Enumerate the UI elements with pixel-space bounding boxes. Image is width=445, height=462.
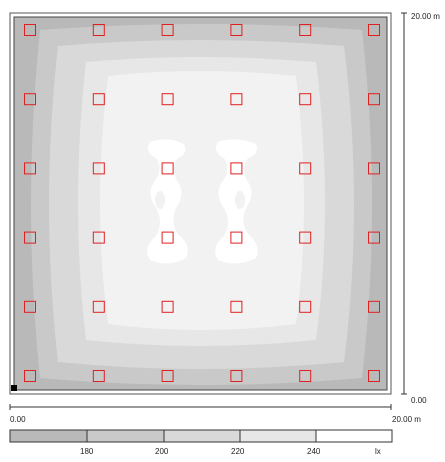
luminaire-marker (92, 231, 105, 244)
luminaire-marker (299, 300, 312, 313)
origin-marker (11, 385, 17, 391)
legend-tick-180: 180 (80, 447, 94, 456)
y-axis-top-label: 20.00 m (411, 12, 440, 21)
luminaire-marker (230, 231, 243, 244)
luminaire-marker (161, 24, 174, 36)
luminaire-marker (368, 231, 380, 244)
legend-segment-2 (86, 429, 165, 443)
luminaire-marker (161, 300, 174, 313)
legend-segment-4 (239, 429, 317, 443)
legend-segment-5 (315, 429, 393, 443)
y-axis-bottom-label: 0.00 (411, 396, 427, 405)
legend-tick-220: 220 (231, 447, 245, 456)
luminaire-marker (161, 93, 174, 106)
luminaire-marker (24, 370, 36, 382)
luminaire-marker (24, 162, 36, 175)
luminaire-marker (368, 162, 380, 175)
y-dimension-line (401, 12, 407, 395)
luminaire-marker (92, 93, 105, 106)
legend-unit: lx (375, 447, 381, 456)
luminaire-marker (161, 162, 174, 175)
luminaire-marker (92, 300, 105, 313)
x-dimension-line (9, 404, 392, 410)
legend-segment-3 (163, 429, 241, 443)
x-axis-left-label: 0.00 (10, 415, 26, 424)
luminaire-grid (24, 24, 380, 382)
luminaire-marker (368, 300, 380, 313)
luminaire-marker (24, 93, 36, 106)
luminaire-marker (92, 24, 105, 36)
luminaire-marker (161, 231, 174, 244)
luminaire-marker (24, 231, 36, 244)
legend-tick-240: 240 (307, 447, 321, 456)
legend-segment-1 (9, 429, 88, 443)
luminaire-marker (299, 24, 312, 36)
isolux-peak-left (147, 139, 188, 264)
luminaire-marker (92, 370, 105, 382)
luminaire-marker (368, 370, 380, 382)
luminaire-marker (230, 162, 243, 175)
isolux-hole-left (155, 191, 165, 209)
luminaire-marker (92, 162, 105, 175)
room-outer-border (9, 12, 392, 395)
luminaire-marker (299, 93, 312, 106)
luminaire-marker (299, 162, 312, 175)
legend-tick-200: 200 (155, 447, 169, 456)
luminaire-marker (368, 24, 380, 36)
illuminance-legend-bar (9, 429, 393, 443)
luminaire-marker (299, 370, 312, 382)
luminaire-marker (230, 300, 243, 313)
luminaire-marker (230, 370, 243, 382)
isolux-band-235 (100, 71, 304, 330)
luminaire-marker (24, 24, 36, 36)
isolux-hole-right (235, 191, 245, 209)
luminaire-marker (24, 300, 36, 313)
luminaire-marker (230, 93, 243, 106)
luminaire-marker (368, 93, 380, 106)
luminaire-marker (230, 24, 243, 36)
x-axis-right-label: 20.00 m (392, 415, 421, 424)
luminaire-marker (299, 231, 312, 244)
luminaire-marker (161, 370, 174, 382)
